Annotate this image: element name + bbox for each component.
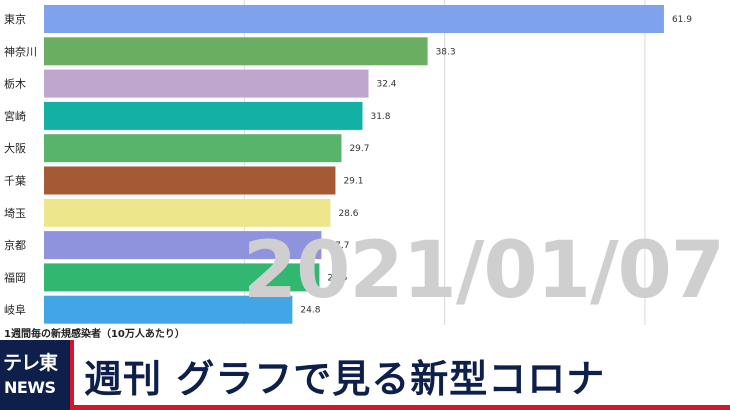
bar-2: [44, 69, 369, 98]
category-label-4: 大阪: [4, 141, 26, 155]
value-label-4: 29.7: [349, 144, 369, 154]
logo-text-bottom: NEWS: [4, 378, 56, 397]
logo-divider: [70, 340, 74, 410]
category-label-9: 岐阜: [4, 304, 26, 317]
value-label-7: 27.7: [329, 241, 349, 251]
category-label-2: 栃木: [4, 77, 26, 91]
category-label-3: 宮崎: [4, 109, 26, 123]
program-banner: テレ東 NEWS 週刊 グラフで見る新型コロナ: [0, 340, 730, 410]
bar-6: [44, 198, 331, 227]
value-label-6: 28.6: [338, 209, 358, 219]
chart-area: 東京 61.9 神奈川 38.3 栃木 32.4 宮崎 31.8 大阪 29.7 千葉 29.1 埼玉 2…: [4, 0, 725, 340]
bar-9: [44, 295, 293, 324]
bar-3: [44, 101, 363, 130]
value-label-0: 61.9: [672, 15, 692, 25]
bar-chart: 東京 61.9 神奈川 38.3 栃木 32.4 宮崎 31.8 大阪 29.7 千葉 29.1 埼玉 2…: [4, 0, 692, 325]
category-label-1: 神奈川: [4, 44, 37, 58]
tvtokyo-news-logo: テレ東 NEWS: [0, 340, 70, 410]
value-label-2: 32.4: [376, 80, 396, 90]
category-label-7: 京都: [4, 238, 26, 252]
banner-bottom-strip: [74, 405, 730, 410]
value-label-1: 38.3: [436, 47, 456, 57]
bar-4: [44, 134, 342, 163]
bar-5: [44, 166, 336, 195]
value-label-8: 27.5: [327, 273, 347, 283]
value-label-9: 24.8: [300, 306, 320, 316]
bar-7: [44, 231, 322, 260]
value-label-3: 31.8: [370, 112, 390, 122]
category-label-6: 埼玉: [4, 206, 26, 220]
category-label-8: 福岡: [4, 270, 26, 284]
bar-1: [44, 37, 428, 66]
bar-0: [44, 5, 664, 33]
bar-8: [44, 263, 320, 292]
category-label-5: 千葉: [4, 174, 26, 188]
logo-text-top: テレ東: [3, 352, 58, 374]
category-label-0: 東京: [4, 12, 26, 26]
program-title: 週刊 グラフで見る新型コロナ: [84, 357, 606, 401]
value-label-5: 29.1: [343, 177, 363, 187]
date-watermark: 2021/01/07: [242, 226, 725, 316]
chart-caption: 1週間毎の新規感染者（10万人あたり）: [4, 329, 185, 340]
